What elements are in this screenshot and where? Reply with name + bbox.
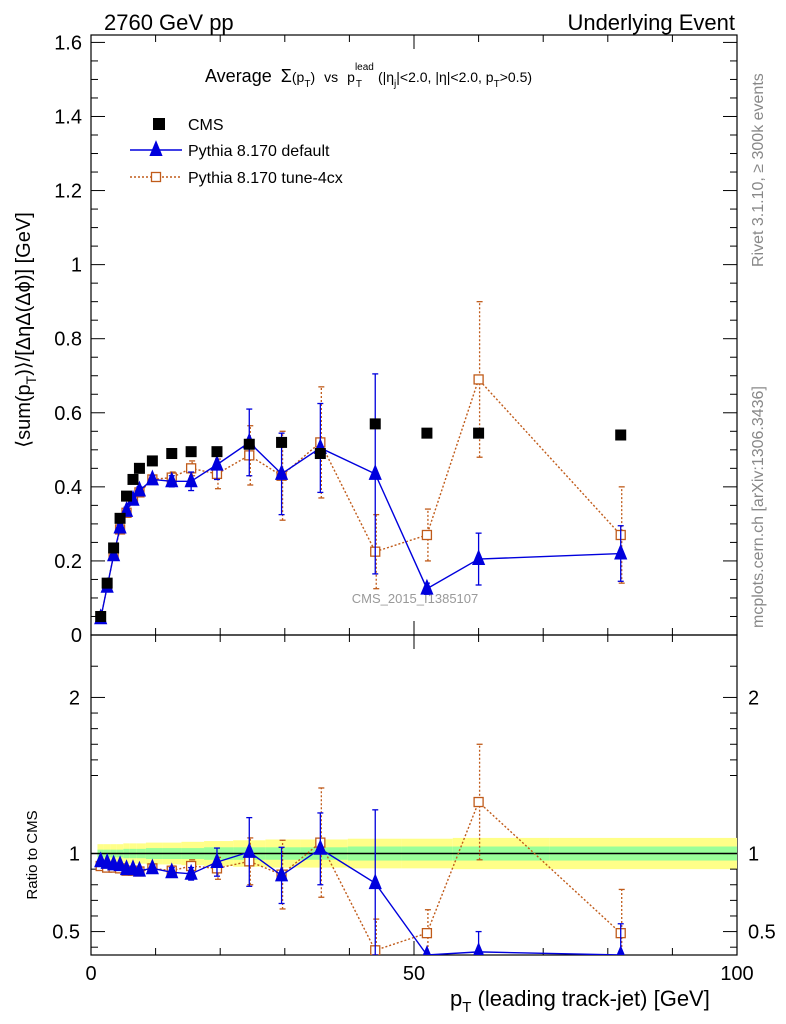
default-point: [472, 549, 486, 566]
x-tick-label: 100: [720, 963, 753, 985]
default-point: [126, 489, 140, 506]
header-left: 2760 GeV pp: [104, 10, 234, 35]
ratio-tune-line: [100, 800, 622, 952]
ratio-tick-label-right: 0.5: [748, 922, 776, 944]
cms-point: [166, 448, 178, 460]
header-right: Underlying Event: [567, 10, 735, 35]
tune-point: [473, 374, 484, 385]
ratio-tune-point: [421, 927, 433, 939]
cms-point: [121, 490, 133, 502]
ratio-plot-frame: [90, 634, 738, 956]
x-tick-label: 0: [85, 963, 96, 985]
cms-point: [314, 448, 326, 460]
mcplots-label: mcplots.cern.ch [arXiv:1306.3436]: [750, 386, 767, 628]
y-tick-label: 0.8: [54, 329, 82, 351]
default-point: [614, 543, 628, 560]
ratio-default-point: [242, 842, 256, 858]
analysis-watermark: CMS_2015_I1385107: [352, 591, 479, 606]
ratio-default-point: [313, 838, 327, 855]
cms-point: [108, 542, 120, 554]
legend-cms-marker: [153, 118, 165, 130]
y-tick-label: 1: [71, 255, 82, 277]
main-series-group: [94, 301, 628, 625]
legend-default-marker: [149, 140, 163, 156]
tune-point: [421, 529, 433, 541]
default-point: [113, 517, 127, 534]
ratio-default-point: [368, 873, 382, 890]
legend-label-default: Pythia 8.170 default: [188, 143, 330, 160]
y-tick-label: 0.4: [54, 477, 82, 499]
legend-tune-marker: [150, 171, 162, 183]
default-point: [210, 454, 224, 471]
cms-point: [114, 512, 126, 524]
ratio-tick-label-right: 2: [748, 687, 759, 709]
ratio-tick-label: 2: [69, 687, 80, 709]
ratio-default-point: [422, 945, 432, 955]
legend-label-tune: Pythia 8.170 tune-4cx: [188, 170, 343, 187]
y-tick-label: 0: [71, 625, 82, 647]
ratio-y-axis-label: Ratio to CMS: [24, 810, 41, 899]
x-axis-label: pT (leading track-jet) [GeV]: [450, 986, 710, 1016]
y-tick-label: 0.6: [54, 403, 82, 425]
cms-point: [101, 577, 113, 589]
cms-point: [276, 436, 288, 448]
cms-point: [615, 429, 627, 441]
plot-title: Average Σ(pT) vs plead T (|ηj|<2.0, |η|<2.…: [205, 62, 532, 90]
default-point: [145, 469, 159, 486]
ratio-tick-label: 1: [69, 844, 80, 866]
ratio-default-point: [184, 863, 198, 880]
tune-series-line: [100, 378, 622, 619]
rivet-label: Rivet 3.1.10, ≥ 300k events: [750, 73, 767, 267]
y-tick-label: 1.2: [54, 181, 82, 203]
ratio-tick-label: 0.5: [52, 922, 80, 944]
default-point: [132, 480, 147, 497]
default-point: [274, 463, 289, 480]
cms-point: [146, 455, 158, 467]
cms-point: [185, 446, 197, 458]
cms-point: [243, 438, 255, 450]
cms-point: [127, 473, 139, 485]
legend-label-cms: CMS: [188, 117, 224, 134]
ratio-default-point: [473, 941, 485, 955]
main-y-axis-label: ⟨sum(pT)⟩/[ΔηΔ(Δϕ)] [GeV]: [13, 212, 39, 447]
ratio-default-point: [274, 865, 289, 882]
cms-point: [421, 427, 433, 439]
ratio-default-point: [165, 862, 179, 879]
ratio-default-point: [210, 852, 224, 869]
ratio-series-group: [94, 743, 626, 955]
cms-point: [369, 418, 381, 430]
ratio-tick-label-right: 1: [748, 844, 759, 866]
y-tick-label: 1.6: [54, 32, 82, 54]
y-tick-label: 1.4: [54, 106, 82, 128]
default-point: [368, 463, 382, 480]
ratio-default-point: [132, 860, 147, 877]
default-point: [184, 471, 198, 488]
cms-point: [473, 427, 485, 439]
y-tick-label: 0.2: [54, 551, 82, 573]
ratio-default-point: [616, 945, 625, 955]
cms-point: [133, 462, 145, 474]
default-point: [420, 578, 434, 595]
ratio-tune-point: [473, 796, 484, 808]
default-point: [165, 471, 179, 488]
cms-point: [211, 446, 223, 458]
x-tick-label: 50: [403, 963, 425, 985]
ratio-default-point: [145, 858, 159, 875]
cms-point: [95, 610, 107, 622]
